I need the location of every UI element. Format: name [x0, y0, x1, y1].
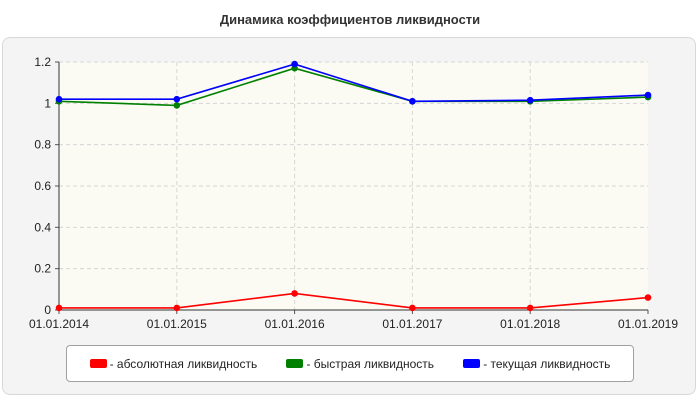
legend-swatch: [89, 359, 107, 368]
legend-item: - абсолютная ликвидность: [89, 356, 258, 371]
data-point: [291, 60, 298, 68]
y-tick-label: 0.6: [34, 179, 51, 193]
x-tick-label: 01.01.2017: [382, 317, 442, 331]
data-point: [173, 95, 181, 103]
y-tick-label: 1.2: [34, 55, 51, 69]
data-point: [526, 96, 534, 104]
x-tick-label: 01.01.2018: [500, 317, 560, 331]
y-tick-label: 0.2: [34, 262, 51, 276]
data-point: [644, 91, 652, 99]
data-point: [644, 294, 652, 301]
y-tick-label: 0.8: [34, 138, 51, 152]
data-point: [291, 290, 298, 297]
data-point: [526, 304, 534, 312]
series-line-1: [58, 67, 649, 107]
legend-item: - быстрая ликвидность: [286, 357, 434, 371]
data-point: [173, 304, 181, 312]
x-tick-label: 01.01.2014: [29, 317, 89, 331]
legend-item: - текущая ликвидность: [463, 357, 610, 371]
y-tick-label: 0: [44, 303, 51, 317]
legend-label: - абсолютная ликвидность: [109, 356, 258, 371]
legend-swatch: [286, 359, 304, 368]
data-point: [409, 304, 416, 312]
legend: - абсолютная ликвидность - быстрая ликвид…: [66, 345, 634, 382]
series-line-0: [59, 292, 649, 309]
legend-label: - текущая ликвидность: [483, 356, 611, 371]
data-point: [55, 95, 63, 103]
x-tick-label: 01.01.2019: [618, 317, 678, 331]
x-tick-label: 01.01.2015: [147, 317, 207, 331]
legend-swatch: [463, 359, 481, 368]
data-point: [173, 102, 181, 109]
y-tick-label: 0.4: [34, 220, 51, 234]
data-point: [55, 304, 63, 312]
x-tick-label: 01.01.2016: [265, 317, 325, 331]
y-tick-label: 1: [44, 96, 51, 110]
chart-title: Динамика коэффициентов ликвидности: [219, 12, 481, 27]
series-line-2: [59, 63, 649, 103]
legend-label: - быстрая ликвидность: [306, 356, 435, 371]
data-point: [409, 97, 416, 105]
